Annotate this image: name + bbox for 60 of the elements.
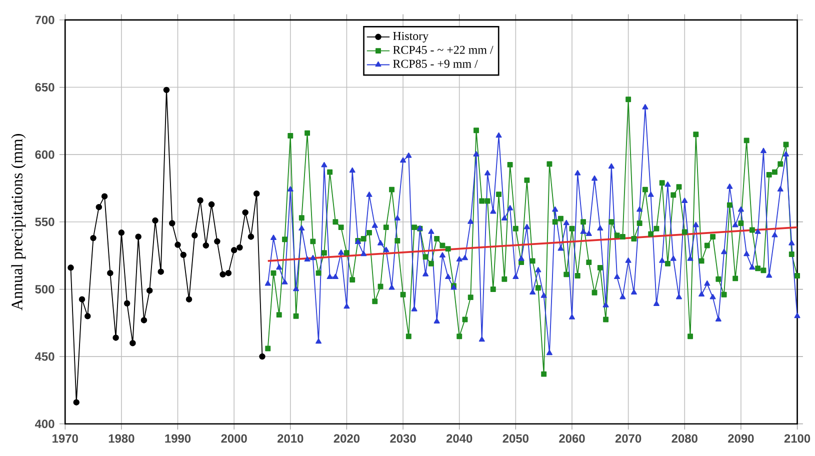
point — [253, 190, 260, 197]
x-tick-label: 2000 — [221, 434, 247, 443]
point — [90, 235, 96, 242]
point — [202, 242, 210, 249]
point — [152, 218, 158, 224]
point — [180, 252, 187, 258]
x-tick-label: 2020 — [334, 434, 360, 443]
y-tick-label: 550 — [35, 218, 54, 226]
point — [68, 264, 74, 271]
point — [174, 242, 181, 248]
x-tick-label: 2050 — [502, 434, 528, 443]
point — [242, 209, 248, 216]
x-tick-label: 2060 — [559, 434, 585, 443]
legend-label: RCP45 - ~ +22 mm / — [393, 46, 494, 54]
x-tick-label: 2040 — [446, 434, 472, 443]
point — [130, 340, 136, 346]
point — [163, 86, 170, 94]
point — [192, 232, 198, 239]
x-tick-label: 2080 — [672, 434, 698, 443]
point — [124, 300, 130, 307]
y-tick-label: 450 — [34, 352, 54, 361]
point — [186, 296, 192, 303]
x-tick-label: 2010 — [278, 434, 304, 443]
point — [230, 247, 238, 254]
x-tick-label: 1970 — [52, 434, 78, 443]
y-tick-label: 650 — [35, 83, 54, 92]
point — [96, 204, 102, 210]
point — [118, 230, 125, 236]
point — [208, 201, 215, 208]
point — [225, 270, 232, 276]
point — [158, 268, 164, 275]
x-tick-label: 2100 — [784, 434, 810, 443]
x-tick-label: 2070 — [615, 434, 642, 443]
x-tick-label: 2090 — [728, 434, 754, 443]
x-tick-label: 2030 — [390, 434, 416, 443]
point — [248, 234, 254, 240]
point — [214, 238, 220, 245]
point — [259, 354, 266, 360]
y-tick-label: 600 — [35, 150, 54, 159]
point — [84, 313, 91, 320]
y-tick-label: 400 — [34, 420, 54, 428]
point — [101, 193, 108, 200]
y-tick-label: 700 — [35, 16, 54, 24]
legend-label: RCP85 - +9 mm / — [393, 60, 478, 68]
point — [140, 317, 148, 324]
y-tick-label: 500 — [35, 285, 54, 294]
legend-label: History — [393, 32, 429, 43]
point — [107, 270, 114, 276]
point — [169, 220, 176, 226]
x-tick-label: 1990 — [165, 434, 191, 443]
point — [197, 197, 204, 204]
y-axis-title: Annual precipitations (mm) — [11, 134, 26, 310]
point — [236, 244, 243, 251]
point — [78, 296, 86, 303]
x-tick-label: 1980 — [108, 434, 134, 443]
point — [112, 334, 119, 341]
point — [146, 288, 153, 294]
point — [73, 399, 80, 406]
point — [135, 234, 142, 240]
point — [220, 271, 226, 278]
